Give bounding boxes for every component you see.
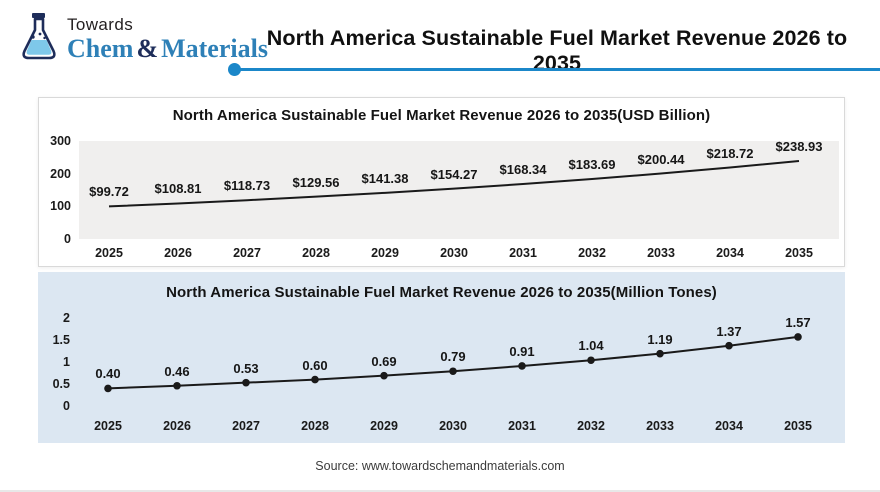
- x-axis-label: 2033: [646, 419, 674, 433]
- data-label: $141.38: [361, 170, 409, 186]
- data-label: $200.44: [637, 151, 685, 167]
- data-label: 0.40: [95, 366, 121, 382]
- x-axis-label: 2028: [301, 419, 329, 433]
- data-label: 0.53: [233, 360, 259, 376]
- brand-logo: Towards Chem & Materials: [18, 13, 268, 63]
- line-series: [104, 333, 802, 393]
- chart-million-tones: North America Sustainable Fuel Market Re…: [38, 272, 845, 443]
- x-axis-label: 2029: [371, 246, 399, 260]
- brand-materials: Materials: [161, 33, 268, 63]
- flask-icon: [22, 13, 56, 60]
- y-axis-tick: 300: [50, 133, 71, 148]
- x-axis-label: 2032: [578, 246, 606, 260]
- data-label: 1.19: [647, 331, 673, 347]
- x-axis-label: 2031: [508, 419, 536, 433]
- y-axis-tick: 200: [50, 166, 71, 181]
- x-axis-label: 2035: [785, 246, 813, 260]
- x-axis-label: 2025: [95, 246, 123, 260]
- y-axis-tick: 1.5: [52, 332, 70, 347]
- x-axis-label: 2026: [163, 419, 191, 433]
- x-axis-label: 2027: [233, 246, 261, 260]
- data-point-marker: [173, 381, 181, 390]
- x-axis-label: 2033: [647, 246, 675, 260]
- y-axis-tick: 0: [63, 398, 70, 413]
- data-point-marker: [380, 371, 388, 380]
- accent-divider: [228, 63, 880, 76]
- data-label: 1.04: [578, 338, 604, 354]
- data-label: $168.34: [499, 162, 547, 177]
- x-axis-label: 2028: [302, 246, 330, 260]
- data-point-marker: [104, 384, 112, 393]
- x-axis-label: 2035: [784, 419, 812, 433]
- chart-million-tones-title: North America Sustainable Fuel Market Re…: [166, 284, 717, 301]
- brand-logo-text: Towards Chem & Materials: [67, 15, 268, 63]
- data-label: $129.56: [292, 174, 340, 190]
- x-axis-label: 2031: [509, 246, 537, 260]
- data-label: 0.79: [440, 349, 466, 365]
- data-label: $108.81: [154, 181, 202, 197]
- bottom-divider: [0, 490, 880, 492]
- y-axis-tick: 2: [63, 310, 70, 325]
- header: Towards Chem & Materials North America Sus…: [0, 0, 880, 95]
- x-axis-label: 2032: [577, 419, 605, 433]
- data-point-marker: [449, 367, 457, 376]
- y-axis-tick: 1: [63, 354, 70, 369]
- chart-usd-billion: North America Sustainable Fuel Market Re…: [38, 97, 845, 267]
- data-point-marker: [518, 362, 526, 370]
- page-title: North America Sustainable Fuel Market Re…: [266, 26, 848, 75]
- y-axis-tick: 100: [50, 199, 71, 214]
- data-label: $154.27: [430, 166, 478, 182]
- line-series: [108, 159, 800, 208]
- data-label: 0.60: [302, 357, 328, 373]
- data-label: $238.93: [775, 138, 823, 154]
- chart-usd-billion-title: North America Sustainable Fuel Market Re…: [172, 107, 711, 124]
- x-axis-label: 2034: [716, 246, 744, 260]
- data-label: 0.46: [164, 363, 190, 379]
- brand-towards-label: Towards: [67, 15, 134, 35]
- data-point-marker: [242, 378, 250, 387]
- data-label: $218.72: [706, 145, 754, 161]
- data-label: $183.69: [568, 156, 616, 172]
- plot-background: [79, 141, 839, 239]
- y-axis-tick: 0.5: [52, 376, 70, 391]
- data-point-marker: [311, 375, 319, 384]
- data-point-marker: [587, 356, 595, 365]
- brand-chem: Chem: [67, 33, 134, 63]
- data-label: 0.69: [371, 353, 397, 369]
- x-axis-label: 2034: [715, 419, 743, 433]
- data-point-marker: [656, 349, 664, 358]
- data-label: 1.37: [716, 323, 742, 339]
- data-label: $99.72: [89, 184, 129, 200]
- x-axis-label: 2030: [439, 419, 467, 433]
- source-credit: Source: www.towardschemandmaterials.com: [315, 459, 565, 473]
- data-label: 1.57: [785, 314, 811, 330]
- data-label: $118.73: [223, 178, 271, 194]
- x-axis-label: 2026: [164, 246, 192, 260]
- x-axis-label: 2025: [94, 419, 122, 433]
- data-point-marker: [725, 341, 733, 350]
- x-axis-label: 2027: [232, 419, 260, 433]
- x-axis-label: 2029: [370, 419, 398, 433]
- data-point-marker: [794, 333, 802, 341]
- y-axis-tick: 0: [64, 231, 71, 246]
- x-axis-label: 2030: [440, 246, 468, 260]
- brand-ampersand: &: [136, 33, 159, 63]
- data-label: 0.91: [509, 343, 535, 359]
- accent-dot: [228, 63, 241, 76]
- brand-name: Chem & Materials: [67, 35, 268, 62]
